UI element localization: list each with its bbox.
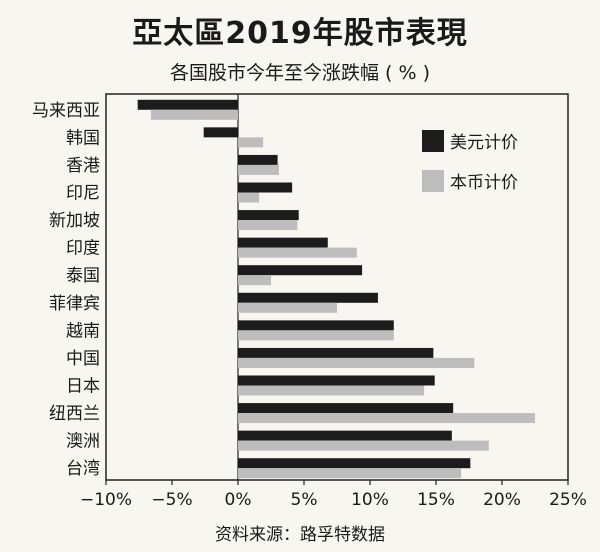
bar-local xyxy=(238,220,298,231)
x-tick-label: 20% xyxy=(483,490,521,510)
bar-local xyxy=(150,109,238,120)
bar-local xyxy=(238,385,425,396)
bar-local xyxy=(238,137,264,148)
bar-local xyxy=(238,302,337,313)
x-tick-label: 5% xyxy=(291,490,318,510)
category-label: 韩国 xyxy=(66,128,100,148)
bar-usd xyxy=(238,458,471,469)
category-label: 菲律宾 xyxy=(49,294,100,314)
bar-local xyxy=(238,192,260,203)
chart-title: 亞太區2019年股市表現 xyxy=(132,16,468,51)
category-label: 新加坡 xyxy=(49,211,100,231)
category-label: 印尼 xyxy=(66,184,100,204)
bar-usd xyxy=(238,292,378,303)
bar-local xyxy=(238,164,279,175)
category-label: 泰国 xyxy=(66,266,100,286)
category-label: 印度 xyxy=(66,239,100,259)
category-label: 澳洲 xyxy=(66,432,100,452)
x-tick-label: 25% xyxy=(549,490,587,510)
bar-usd xyxy=(238,320,394,331)
bar-usd xyxy=(238,237,328,248)
category-label: 台湾 xyxy=(66,459,100,479)
bar-local xyxy=(238,440,489,451)
x-tick-label: 15% xyxy=(417,490,455,510)
category-label: 中国 xyxy=(66,349,100,369)
legend-label: 本币计价 xyxy=(450,173,518,193)
bar-local xyxy=(238,468,462,479)
x-tick-label: −10% xyxy=(80,490,132,510)
bar-usd xyxy=(238,430,452,441)
category-label: 纽西兰 xyxy=(49,404,100,424)
legend-label: 美元计价 xyxy=(450,133,518,153)
x-tick-label: −5% xyxy=(151,490,192,510)
category-label: 香港 xyxy=(66,156,100,176)
category-label: 越南 xyxy=(66,321,100,341)
legend-swatch-local xyxy=(422,170,444,192)
bar-usd xyxy=(238,210,299,221)
bar-local xyxy=(238,413,535,424)
bar-usd xyxy=(238,182,293,193)
category-label: 马来西亚 xyxy=(32,101,100,121)
x-tick-label: 0% xyxy=(225,490,252,510)
source-note: 资料来源：路孚特数据 xyxy=(215,525,385,545)
plot-frame xyxy=(105,93,569,481)
bar-local xyxy=(238,275,271,286)
bar-usd xyxy=(238,154,278,165)
bar-usd xyxy=(238,375,435,386)
bar-usd xyxy=(238,403,454,414)
bar-usd xyxy=(137,99,238,110)
bar-usd xyxy=(238,265,363,276)
bar-usd xyxy=(238,347,434,358)
legend-swatch-usd xyxy=(422,130,444,152)
bar-usd xyxy=(203,127,238,138)
chart-subtitle: 各国股市今年至今涨跌幅 ( % ) xyxy=(170,62,430,84)
bar-local xyxy=(238,330,394,341)
bar-local xyxy=(238,247,357,258)
category-label: 日本 xyxy=(66,377,100,397)
x-tick-label: 10% xyxy=(351,490,389,510)
bar-local xyxy=(238,357,475,368)
